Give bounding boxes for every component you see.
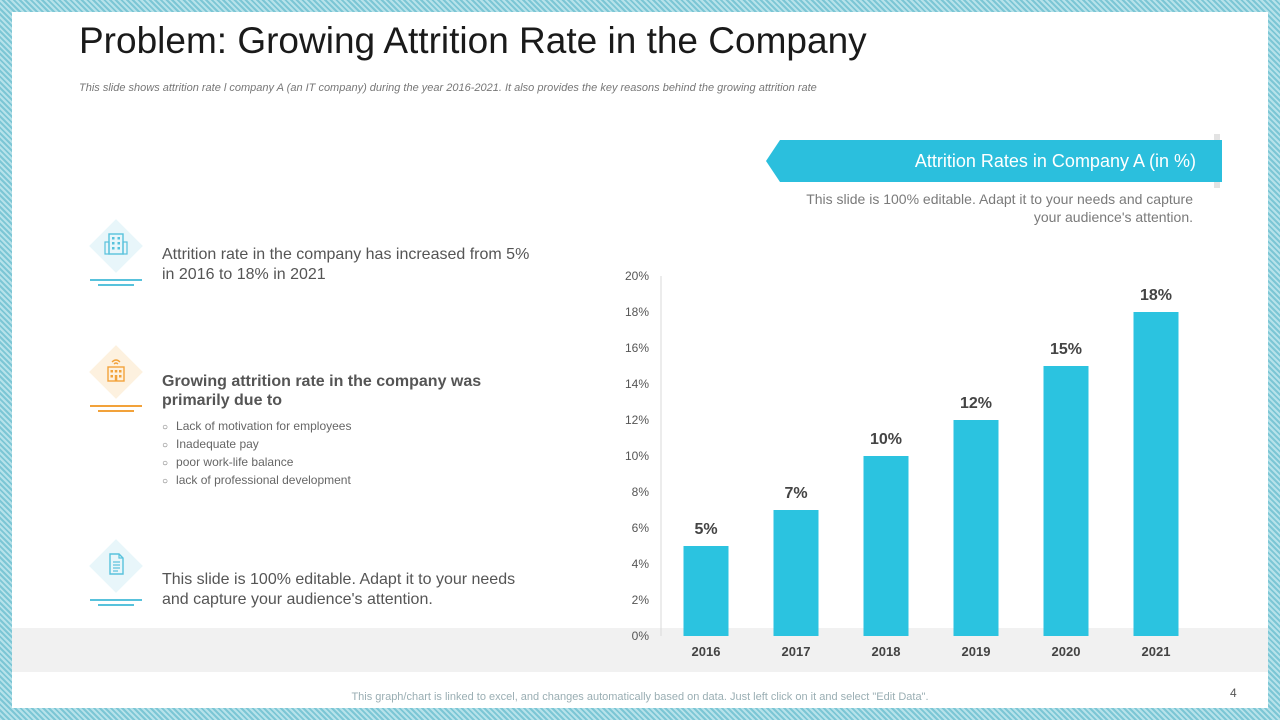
page-subtitle: This slide shows attrition rate l compan…: [79, 82, 817, 94]
footnote: This graph/chart is linked to excel, and…: [351, 691, 929, 703]
data-label: 7%: [784, 485, 807, 502]
list-item: Lack of motivation for employees: [162, 418, 351, 436]
list-item: lack of professional development: [162, 472, 351, 490]
x-tick-label: 2019: [962, 644, 991, 659]
editable-note: This slide is 100% editable. Adapt it to…: [162, 571, 516, 608]
x-tick-label: 2016: [692, 644, 721, 659]
y-tick-label: 8%: [632, 485, 650, 499]
data-label: 15%: [1050, 341, 1082, 358]
document-icon-block: [82, 539, 150, 610]
bar-2017: [773, 510, 819, 636]
point-attrition-increase: Attrition rate in the company has increa…: [162, 246, 530, 283]
data-label: 10%: [870, 431, 902, 448]
hotel-icon-block: [82, 345, 150, 416]
office-building-icon: [104, 233, 128, 255]
bar-2016: [683, 546, 729, 636]
x-tick-label: 2018: [872, 644, 901, 659]
page-title: Problem: Growing Attrition Rate in the C…: [79, 20, 867, 61]
hotel-building-icon: [107, 359, 125, 382]
y-tick-label: 0%: [632, 629, 650, 643]
data-label: 18%: [1140, 287, 1172, 304]
data-label: 5%: [694, 521, 717, 538]
bar-2021: [1133, 312, 1179, 636]
y-tick-label: 20%: [625, 269, 649, 283]
y-tick-label: 4%: [632, 557, 650, 571]
y-tick-label: 2%: [632, 593, 650, 607]
x-tick-label: 2020: [1052, 644, 1081, 659]
bar-2018: [863, 456, 909, 636]
list-item: poor work-life balance: [162, 454, 351, 472]
data-label: 12%: [960, 395, 992, 412]
document-icon: [109, 553, 124, 575]
y-tick-label: 14%: [625, 377, 649, 391]
reasons-list: Lack of motivation for employees Inadequ…: [162, 418, 351, 490]
building-icon-block: [82, 219, 150, 290]
bar-2020: [1043, 366, 1089, 636]
y-tick-label: 10%: [625, 449, 649, 463]
y-tick-label: 16%: [625, 341, 649, 355]
y-tick-label: 12%: [625, 413, 649, 427]
y-tick-label: 6%: [632, 521, 650, 535]
x-tick-label: 2017: [782, 644, 811, 659]
banner-note: This slide is 100% editable. Adapt it to…: [806, 191, 1193, 225]
bar-2019: [953, 420, 999, 636]
list-item: Inadequate pay: [162, 436, 351, 454]
reasons-heading: Growing attrition rate in the company wa…: [162, 373, 482, 409]
y-tick-label: 18%: [625, 305, 649, 319]
chart-banner: Attrition Rates in Company A (in %): [766, 140, 1222, 182]
attrition-bar-chart: 0% 2% 4% 6% 8% 10% 12% 14% 16% 18% 20% 5% 2016 7% 2017…: [625, 269, 1179, 659]
x-tick-label: 2021: [1142, 644, 1171, 659]
slide: Problem: Growing Attrition Rate in the C…: [12, 12, 1268, 708]
page-number: 4: [1230, 686, 1237, 700]
